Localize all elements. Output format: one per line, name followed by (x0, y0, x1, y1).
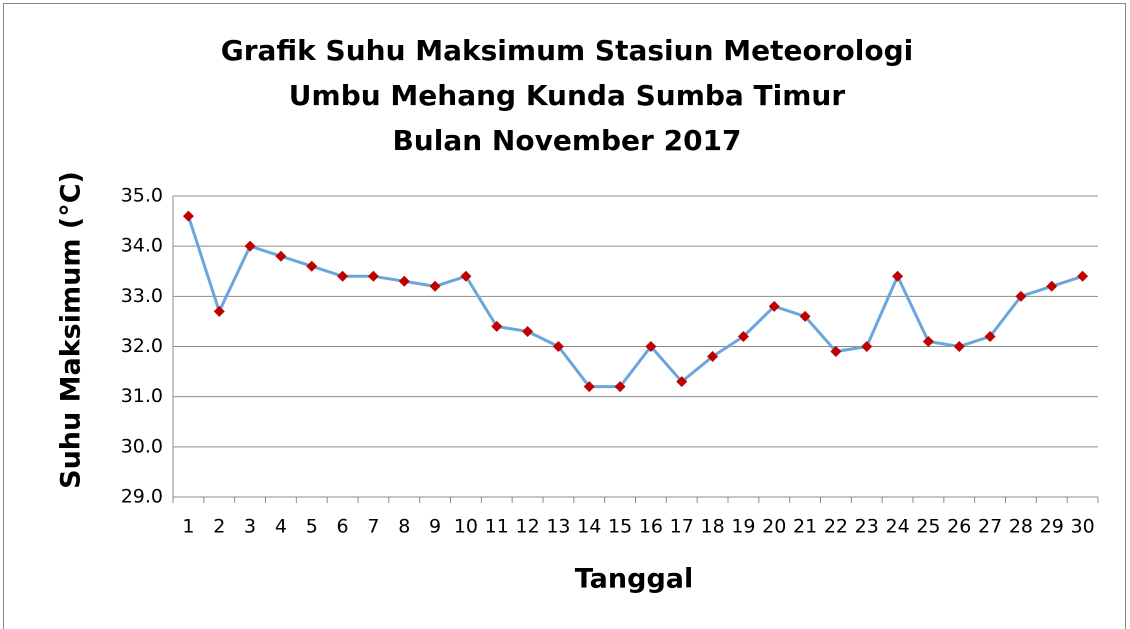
x-tick-label: 3 (244, 516, 256, 538)
y-axis-title: Suhu Maksimum (°C) (56, 171, 87, 489)
data-point (768, 300, 780, 312)
data-point (614, 381, 626, 393)
y-tick-label: 29.0 (121, 486, 163, 508)
x-tick-label: 10 (454, 516, 478, 538)
x-tick-label: 7 (367, 516, 379, 538)
data-point (552, 341, 564, 352)
x-axis-title: Tanggal (575, 564, 694, 595)
x-tick-label: 9 (429, 516, 441, 538)
data-point (1046, 280, 1058, 292)
x-tick-label: 1 (182, 516, 194, 538)
data-point (583, 381, 595, 393)
x-tick-label: 19 (731, 516, 755, 538)
data-point (429, 280, 441, 292)
data-point (337, 270, 349, 282)
data-point (182, 210, 194, 222)
x-tick-label: 29 (1040, 516, 1064, 538)
data-point (244, 240, 256, 252)
x-tick-label: 27 (978, 516, 1002, 538)
x-tick-label: 5 (306, 516, 318, 538)
data-point (367, 270, 379, 282)
data-point (275, 250, 287, 262)
x-tick-label: 17 (670, 516, 694, 538)
data-point (830, 346, 842, 358)
x-tick-label: 25 (916, 516, 940, 538)
x-tick-label: 24 (885, 516, 909, 538)
x-tick-label: 30 (1070, 516, 1094, 538)
x-tick-label: 26 (947, 516, 971, 538)
x-tick-label: 23 (855, 516, 879, 538)
data-point (460, 270, 472, 282)
x-tick-label: 20 (762, 516, 786, 538)
x-tick-label: 21 (793, 516, 817, 538)
data-point (922, 335, 934, 347)
data-point (522, 325, 534, 337)
y-tick-label: 34.0 (121, 235, 163, 257)
x-tick-label: 4 (275, 516, 287, 538)
data-point (737, 330, 749, 342)
data-point (984, 330, 996, 342)
x-tick-label: 22 (824, 516, 848, 538)
x-tick-label: 2 (213, 516, 225, 538)
data-point (306, 260, 318, 272)
x-tick-label: 16 (639, 516, 663, 538)
x-tick-label: 15 (608, 516, 632, 538)
chart-title: Umbu Mehang Kunda Sumba Timur (289, 79, 846, 112)
x-tick-label: 11 (485, 516, 509, 538)
chart-frame (3, 3, 1126, 629)
chart-title: Bulan November 2017 (392, 124, 741, 157)
y-tick-label: 35.0 (121, 185, 163, 207)
x-tick-label: 14 (577, 516, 601, 538)
x-tick-label: 6 (337, 516, 349, 538)
data-point (953, 341, 965, 352)
data-point (861, 341, 873, 352)
data-point (892, 270, 904, 282)
x-tick-label: 8 (398, 516, 410, 538)
data-point (213, 305, 225, 317)
series-line (186, 215, 1084, 389)
chart-title: Grafik Suhu Maksimum Stasiun Meteorologi (221, 34, 914, 67)
y-tick-label: 30.0 (121, 435, 163, 457)
data-point (1015, 290, 1027, 302)
y-tick-label: 33.0 (121, 285, 163, 307)
y-tick-label: 32.0 (121, 335, 163, 357)
x-tick-label: 18 (700, 516, 724, 538)
data-point (1077, 270, 1089, 282)
data-point (398, 275, 410, 287)
data-point (799, 310, 811, 322)
y-tick-label: 31.0 (121, 385, 163, 407)
x-tick-label: 28 (1009, 516, 1033, 538)
x-tick-label: 13 (546, 516, 570, 538)
data-point (491, 320, 503, 332)
data-point (707, 351, 719, 363)
x-tick-label: 12 (515, 516, 539, 538)
data-point (676, 376, 688, 388)
data-point (645, 341, 657, 352)
